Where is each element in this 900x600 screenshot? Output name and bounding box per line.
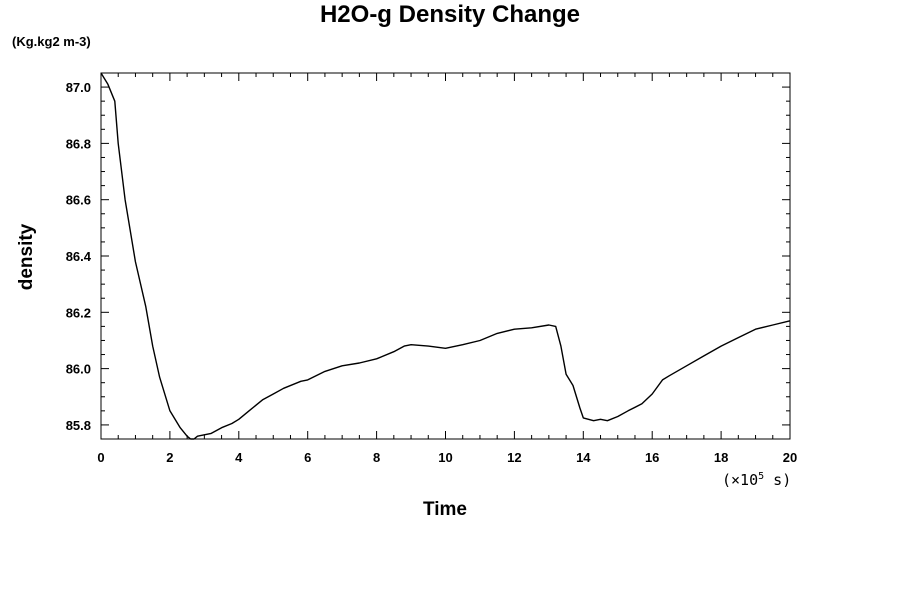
- series-line: [100, 72, 791, 440]
- x-tick-label: 10: [438, 450, 452, 465]
- x-axis-label: Time: [422, 499, 468, 520]
- y-tick-label: 86.8: [66, 136, 91, 151]
- x-tick-label: 14: [576, 450, 591, 465]
- x-tick-label: 18: [714, 450, 728, 465]
- x-multiplier-suffix: s): [764, 471, 792, 489]
- x-tick-label: 8: [373, 450, 380, 465]
- x-tick-label: 12: [507, 450, 521, 465]
- y-tick-label: 87.0: [66, 80, 91, 95]
- x-tick-label: 4: [235, 450, 243, 465]
- x-multiplier-exponent: 5: [758, 471, 765, 482]
- x-tick-label: 6: [304, 450, 311, 465]
- x-tick-label: 16: [645, 450, 659, 465]
- plot-frame: [100, 72, 791, 440]
- y-tick-label: 85.8: [66, 418, 91, 433]
- y-tick-label: 86.0: [66, 362, 91, 377]
- x-tick-label: 20: [783, 450, 797, 465]
- y-tick-label: 86.2: [66, 305, 91, 320]
- x-multiplier-prefix: (×10: [722, 471, 759, 489]
- y-tick-label: 86.6: [66, 193, 91, 208]
- y-tick-label: 86.4: [66, 249, 92, 264]
- x-axis-multiplier: (×105 s): [722, 471, 791, 489]
- x-tick-label: 2: [166, 450, 173, 465]
- x-tick-label: 0: [97, 450, 104, 465]
- unit-label: (Kg.kg2 m-3): [12, 34, 91, 49]
- chart-title: H2O-g Density Change: [319, 1, 581, 28]
